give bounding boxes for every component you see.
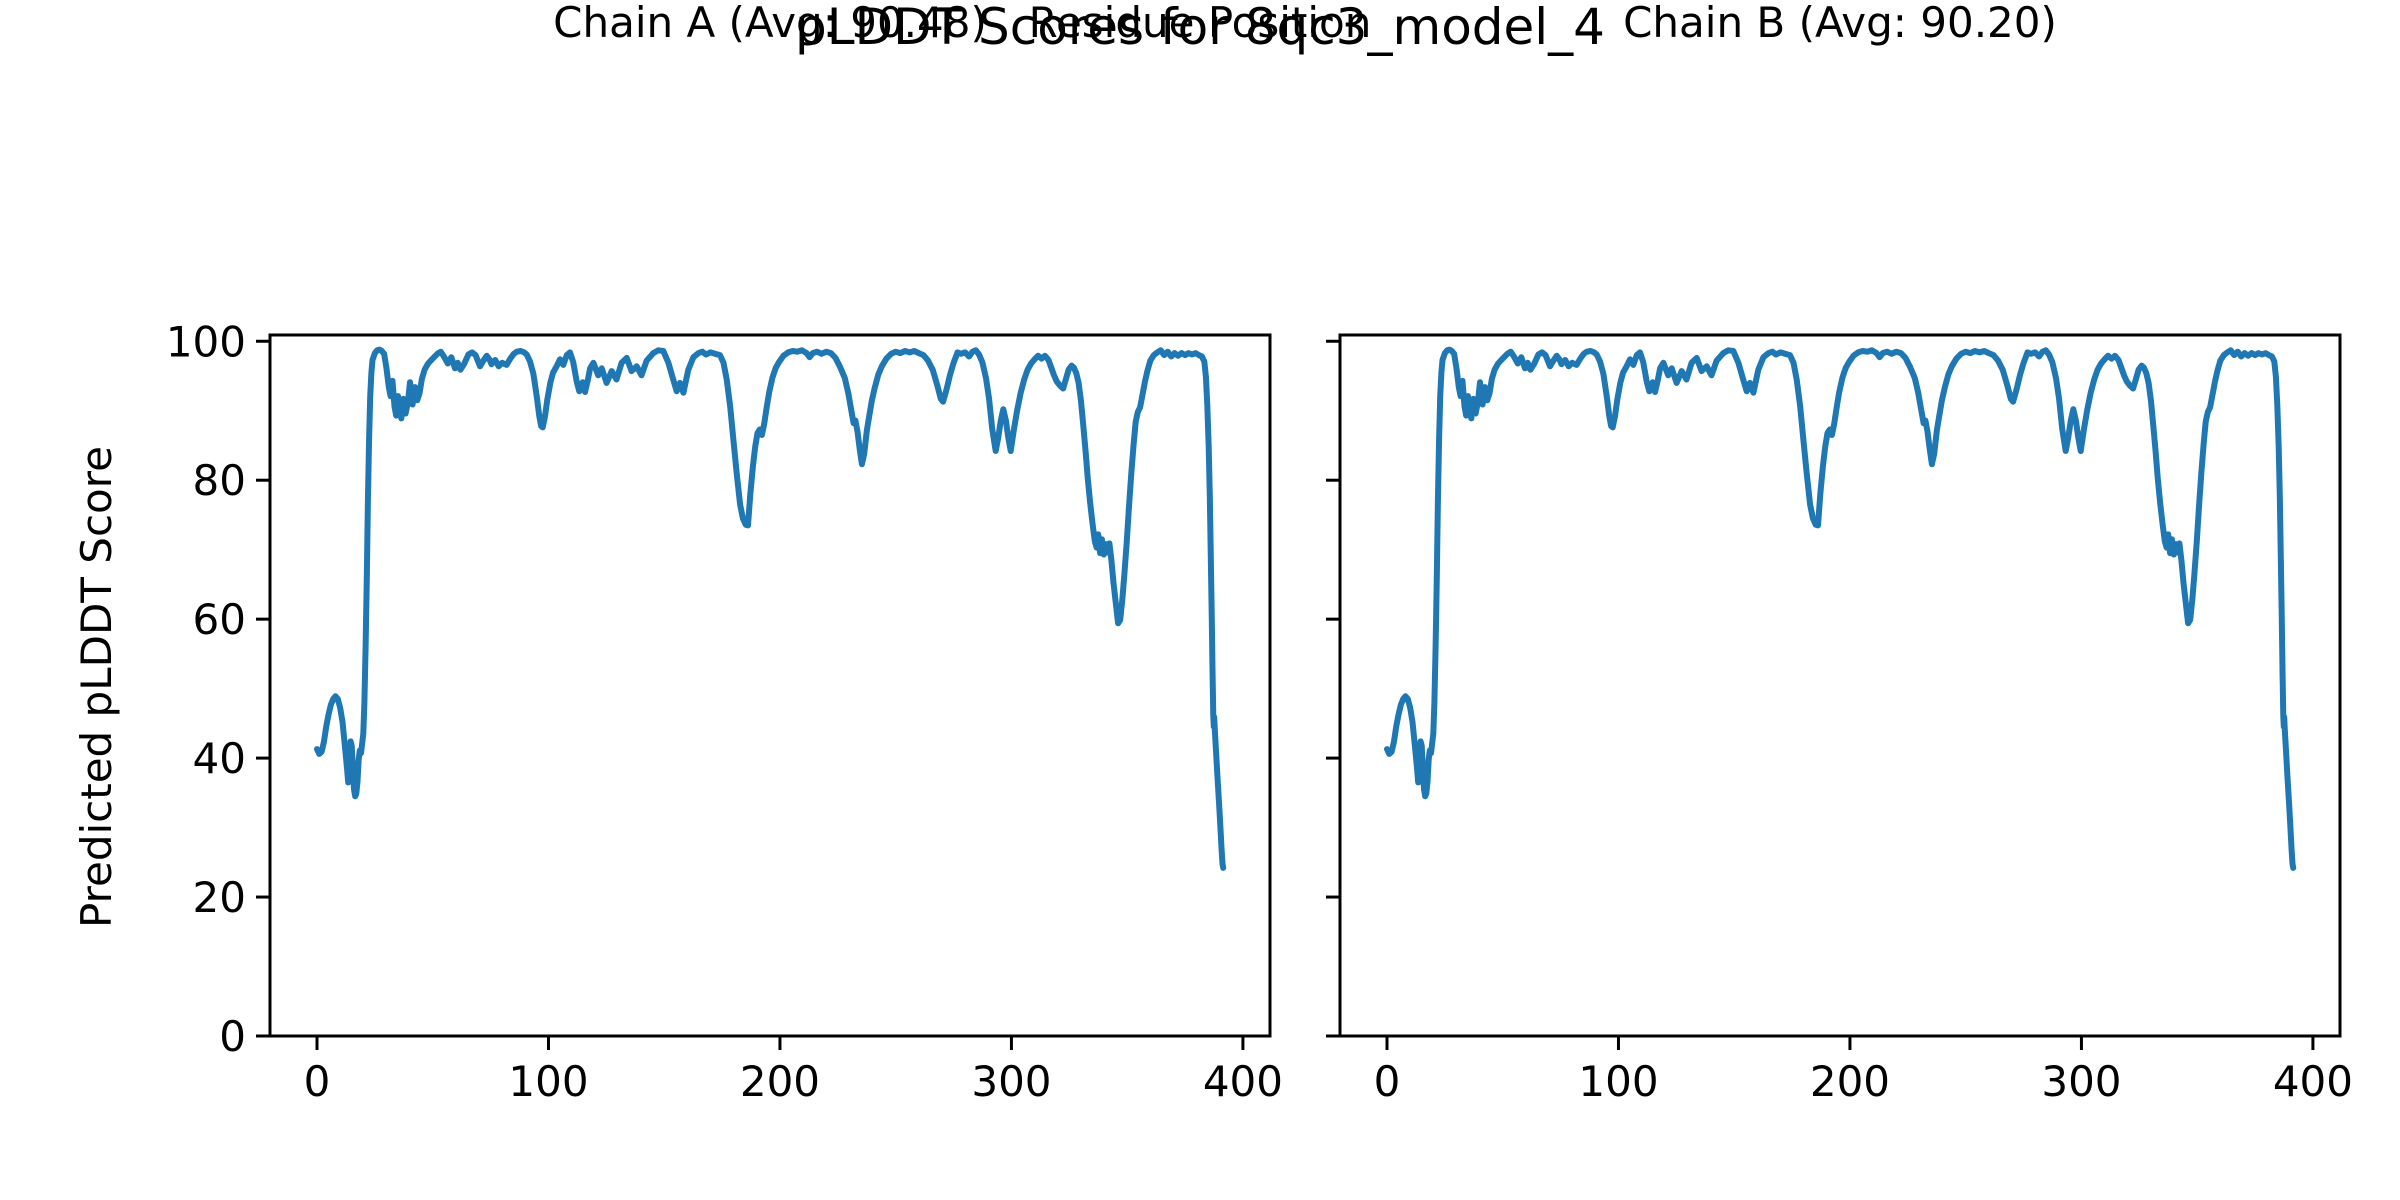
y-tick-label: 40 [193, 734, 246, 783]
x-tick-label: 0 [1374, 1057, 1401, 1106]
y-tick-label: 20 [193, 873, 246, 922]
x-tick-label: 0 [304, 1057, 331, 1106]
x-tick-label: 400 [2273, 1057, 2353, 1106]
y-tick-label: 100 [166, 317, 246, 366]
figure-title: pLDDT Scores for 8qc3_model_4 [794, 0, 1605, 56]
axes-spines [1338, 333, 2342, 1038]
x-tick-label: 100 [1578, 1057, 1658, 1106]
x-tick-label: 100 [508, 1057, 588, 1106]
x-tick-label: 200 [1810, 1057, 1890, 1106]
y-tick-label: 60 [193, 595, 246, 644]
subplot-title-chain-b: Chain B (Avg: 90.20) [1623, 0, 2057, 47]
plddt-line [314, 346, 1227, 871]
subplot-chain-b: 0 100 200 300 400 [1326, 333, 2353, 1106]
plddt-line [1384, 346, 2297, 871]
y-tick-label: 0 [219, 1012, 246, 1061]
x-tick-label: 300 [971, 1057, 1051, 1106]
x-tick-label: 300 [2041, 1057, 2121, 1106]
subplot-chain-a: 0 100 200 300 400 0 20 40 60 80 100 [166, 317, 1283, 1106]
x-axis-label: Residue Position [1028, 0, 1372, 47]
y-tick-label: 80 [193, 456, 246, 505]
x-tick-label: 200 [740, 1057, 820, 1106]
subplot-title-chain-a: Chain A (Avg: 90.48) [553, 0, 987, 47]
axes-spines [268, 333, 1272, 1038]
x-tick-label: 400 [1203, 1057, 1283, 1106]
